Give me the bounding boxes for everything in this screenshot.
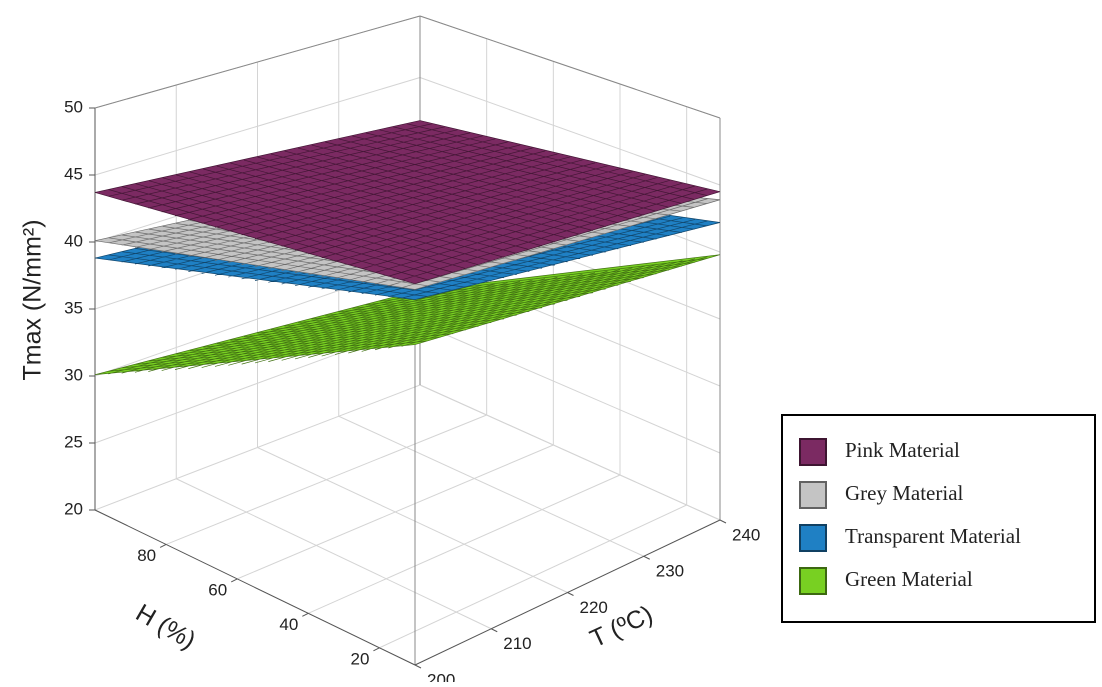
x-tick-label: 240 bbox=[732, 525, 760, 544]
grid-line bbox=[419, 77, 721, 186]
y-tick-label: 60 bbox=[208, 580, 227, 599]
y-tick-label: 40 bbox=[279, 615, 298, 634]
z-tick-label: 50 bbox=[64, 97, 83, 116]
y-tick-label: 80 bbox=[137, 546, 156, 565]
frame-edge bbox=[94, 15, 421, 109]
y-axis bbox=[94, 509, 416, 666]
z-tick-label: 20 bbox=[64, 499, 83, 518]
grid-line bbox=[237, 444, 554, 580]
grid-line bbox=[165, 414, 487, 545]
legend-swatch bbox=[799, 481, 827, 509]
z-tick-label: 45 bbox=[64, 164, 83, 183]
x-tick-label: 210 bbox=[503, 634, 531, 653]
tick-mark bbox=[567, 592, 574, 596]
tick-mark bbox=[230, 578, 238, 583]
tick-mark bbox=[159, 543, 167, 548]
legend-swatch bbox=[799, 567, 827, 595]
legend-label: Green Material bbox=[845, 567, 973, 591]
legend-label: Grey Material bbox=[845, 481, 964, 505]
tick-mark bbox=[414, 664, 422, 669]
x-tick-label: 230 bbox=[656, 562, 684, 581]
x-tick-label: 220 bbox=[580, 598, 608, 617]
z-tick-label: 30 bbox=[64, 365, 83, 384]
z-tick-label: 25 bbox=[64, 432, 83, 451]
surface-mesh bbox=[94, 254, 721, 376]
legend-swatch bbox=[799, 524, 827, 552]
legend-label: Transparent Material bbox=[845, 524, 1021, 548]
grid-line bbox=[419, 384, 721, 521]
y-axis-title: H (%) bbox=[131, 599, 200, 655]
legend-swatch bbox=[799, 438, 827, 466]
grid-line bbox=[419, 323, 721, 454]
tick-mark bbox=[643, 555, 650, 560]
grid-line bbox=[379, 504, 687, 649]
z-axis-title: Tmax (N/mm²) bbox=[19, 219, 47, 380]
frame-edge bbox=[419, 15, 721, 119]
tick-mark bbox=[719, 519, 727, 524]
tick-mark bbox=[302, 612, 309, 617]
z-tick-label: 35 bbox=[64, 298, 83, 317]
grid-line bbox=[176, 478, 492, 630]
tick-mark bbox=[491, 628, 498, 633]
surface-mesh bbox=[94, 120, 721, 284]
grid-line bbox=[308, 474, 621, 614]
grid-line bbox=[257, 447, 568, 593]
y-tick-label: 20 bbox=[351, 649, 370, 668]
legend-label: Pink Material bbox=[845, 438, 960, 462]
grid-line bbox=[338, 415, 644, 557]
legend-box bbox=[781, 414, 1096, 623]
x-tick-label: 200 bbox=[427, 670, 455, 682]
tick-mark bbox=[373, 647, 380, 652]
z-tick-label: 40 bbox=[64, 231, 83, 250]
